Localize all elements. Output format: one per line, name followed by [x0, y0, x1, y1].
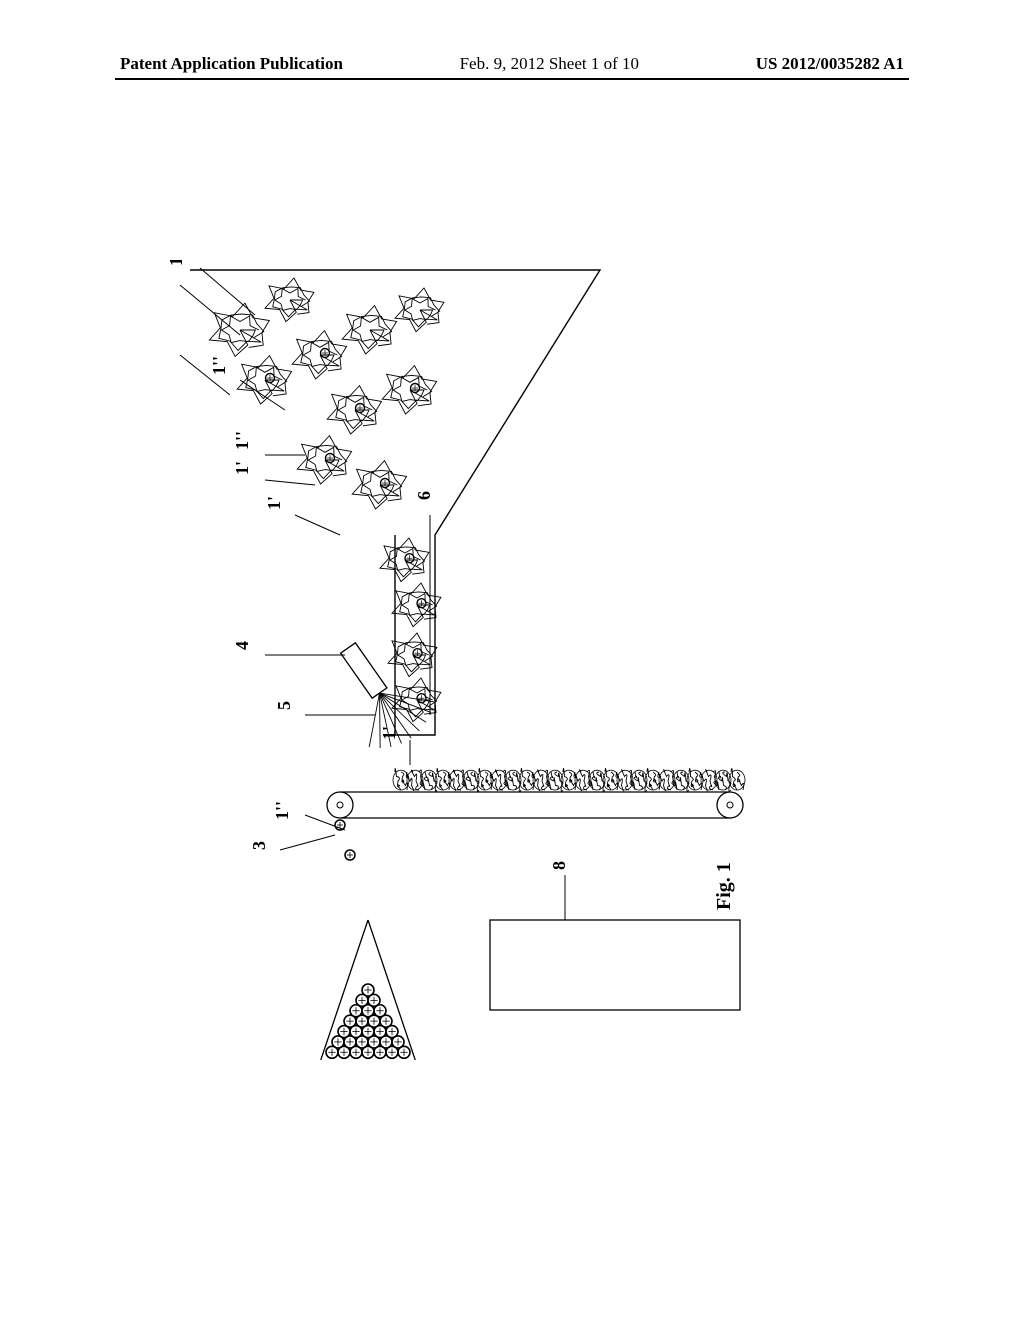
ref-label: 6: [414, 491, 434, 500]
ref-label: 1'': [232, 431, 252, 450]
ref-label: 1'': [170, 260, 186, 266]
header-rule: [115, 78, 909, 80]
ref-label: 3: [249, 841, 269, 850]
ref-label: 8: [549, 861, 569, 870]
page-header: Patent Application Publication Feb. 9, 2…: [0, 54, 1024, 74]
ref-label: 5: [274, 701, 294, 710]
header-docnumber: US 2012/0035282 A1: [756, 54, 904, 74]
figure-caption: Fig. 1: [713, 862, 735, 910]
figure-svg: 11'1''1''1'1''1'4561'31''8Fig. 1: [170, 260, 810, 1060]
header-sheet: Feb. 9, 2012 Sheet 1 of 10: [460, 54, 639, 74]
ref-label: 1': [379, 726, 399, 740]
ref-label: 4: [232, 641, 252, 650]
header-publication: Patent Application Publication: [120, 54, 343, 74]
ref-label: 1': [264, 496, 284, 510]
patent-figure: 11'1''1''1'1''1'4561'31''8Fig. 1: [170, 260, 810, 1060]
ref-label: 1'': [272, 801, 292, 820]
ref-label: 1'': [209, 356, 229, 375]
ref-label: 1': [232, 461, 252, 475]
